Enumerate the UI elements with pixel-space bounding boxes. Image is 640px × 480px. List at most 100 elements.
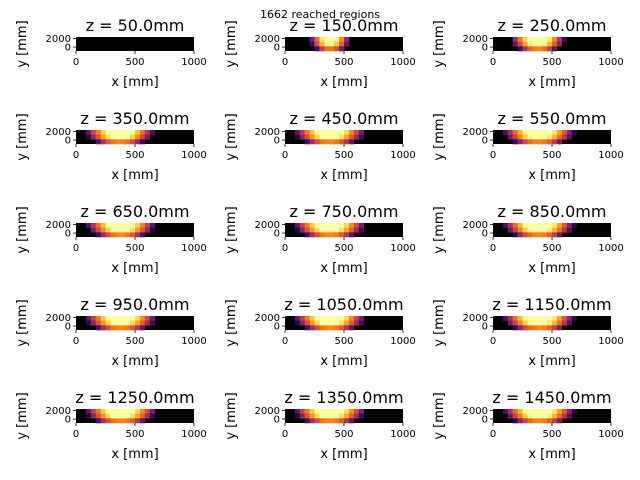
heatmap-cell	[547, 134, 553, 140]
y-tick-label: 2000	[255, 313, 280, 324]
heatmap-cell	[547, 413, 553, 419]
heatmap-cell	[135, 316, 141, 321]
heatmap-cell	[561, 130, 568, 135]
heatmap-cell	[100, 223, 106, 228]
y-tick-label: 2000	[255, 127, 280, 138]
heatmap-cell	[95, 418, 101, 424]
heatmap-cell	[90, 130, 96, 135]
panel-title: z = 850.0mm	[498, 202, 607, 221]
heatmap-cell	[512, 139, 518, 145]
heatmap-cell	[339, 325, 345, 331]
heatmap-cell	[294, 227, 301, 233]
heatmap-cell	[358, 134, 364, 140]
heatmap-cell	[100, 418, 106, 424]
heatmap-cell	[512, 325, 518, 331]
panel-title: z = 1050.0mm	[284, 295, 403, 314]
heatmap-cell	[556, 227, 563, 233]
heatmap-cell	[309, 409, 315, 414]
heatmap-cell	[537, 413, 543, 419]
panel-title: z = 550.0mm	[498, 109, 607, 128]
heatmap-cell	[105, 227, 111, 233]
heatmap-cell	[537, 227, 543, 233]
heatmap-cell	[339, 41, 345, 47]
heatmap-cell	[552, 320, 558, 326]
heatmap-cell	[532, 325, 538, 331]
heatmap-cell	[348, 418, 355, 424]
heatmap-cell	[304, 418, 310, 424]
heatmap-cell	[314, 409, 320, 414]
x-tick-label: 500	[542, 243, 561, 254]
heatmap-cell	[120, 409, 126, 414]
heatmap-cell	[324, 232, 330, 238]
heatmap-cell	[561, 37, 568, 42]
heatmap-cell	[507, 223, 513, 228]
y-tick-label: 0	[482, 415, 488, 426]
x-tick-label: 0	[282, 429, 288, 440]
heatmap-cell	[324, 37, 330, 42]
heatmap-cell	[512, 320, 518, 326]
heatmap-cell	[552, 130, 558, 135]
heatmap-cell	[527, 413, 533, 419]
heatmap-cell	[334, 130, 340, 135]
heatmap-cell	[522, 139, 528, 145]
heatmap-cell	[324, 316, 330, 321]
heatmap-cell	[532, 139, 538, 145]
heatmap-cell	[552, 223, 558, 228]
heatmap-cell	[527, 227, 533, 233]
heatmap-cell	[542, 418, 548, 424]
heatmap-cell	[542, 46, 548, 52]
heatmap-cell	[139, 223, 146, 228]
heatmap-cell	[358, 316, 364, 321]
heatmap-cell	[547, 232, 553, 238]
y-axis-label: y [mm]	[224, 206, 239, 253]
heatmap-cell	[120, 227, 126, 233]
heatmap-cell	[353, 413, 360, 419]
heatmap-cell	[512, 223, 518, 228]
heatmap-cell	[522, 46, 528, 52]
heatmap-cell	[547, 130, 553, 135]
heatmap-cell	[334, 316, 340, 321]
heatmap-cell	[561, 320, 568, 326]
heatmap-cell	[309, 227, 315, 233]
heatmap-cell	[110, 227, 116, 233]
y-tick-label: 2000	[46, 127, 71, 138]
y-tick-label: 0	[65, 136, 71, 147]
heatmap-cell	[95, 316, 101, 321]
heatmap-cell	[130, 413, 136, 419]
y-tick-label: 0	[65, 229, 71, 240]
y-axis-label: y [mm]	[224, 20, 239, 67]
heatmap-cell	[144, 320, 151, 326]
y-axis-label: y [mm]	[15, 299, 30, 346]
heatmap-cell	[319, 418, 325, 424]
heatmap-cell	[319, 139, 325, 145]
heatmap-cell	[339, 316, 345, 321]
heatmap-cell	[85, 320, 92, 326]
heatmap-cell	[95, 134, 101, 140]
heatmap-cell	[309, 418, 315, 424]
heatmap-cell	[90, 223, 96, 228]
heatmap-cell	[522, 232, 528, 238]
heatmap-cell	[344, 232, 350, 238]
heatmap-cell	[314, 37, 320, 42]
heatmap-cell	[532, 320, 538, 326]
heatmap-cell	[552, 325, 558, 331]
y-tick-label: 2000	[46, 220, 71, 231]
heatmap-cell	[135, 130, 141, 135]
heatmap-cell	[353, 134, 360, 140]
heatmap-cell	[547, 139, 553, 145]
x-tick-label: 1000	[598, 336, 623, 347]
heatmap-cell	[304, 325, 310, 331]
heatmap-cell	[100, 227, 106, 233]
heatmap-cell	[556, 413, 563, 419]
heatmap-cell	[566, 316, 572, 321]
x-axis-label: x [mm]	[111, 447, 158, 462]
heatmap-cell	[324, 46, 330, 52]
x-axis-label: x [mm]	[528, 261, 575, 276]
heatmap-cell	[339, 418, 345, 424]
y-tick-label: 0	[482, 43, 488, 54]
x-tick-label: 500	[334, 243, 353, 254]
heatmap-cell	[299, 134, 305, 140]
panel-title: z = 650.0mm	[81, 202, 190, 221]
heatmap-cell	[512, 41, 518, 47]
